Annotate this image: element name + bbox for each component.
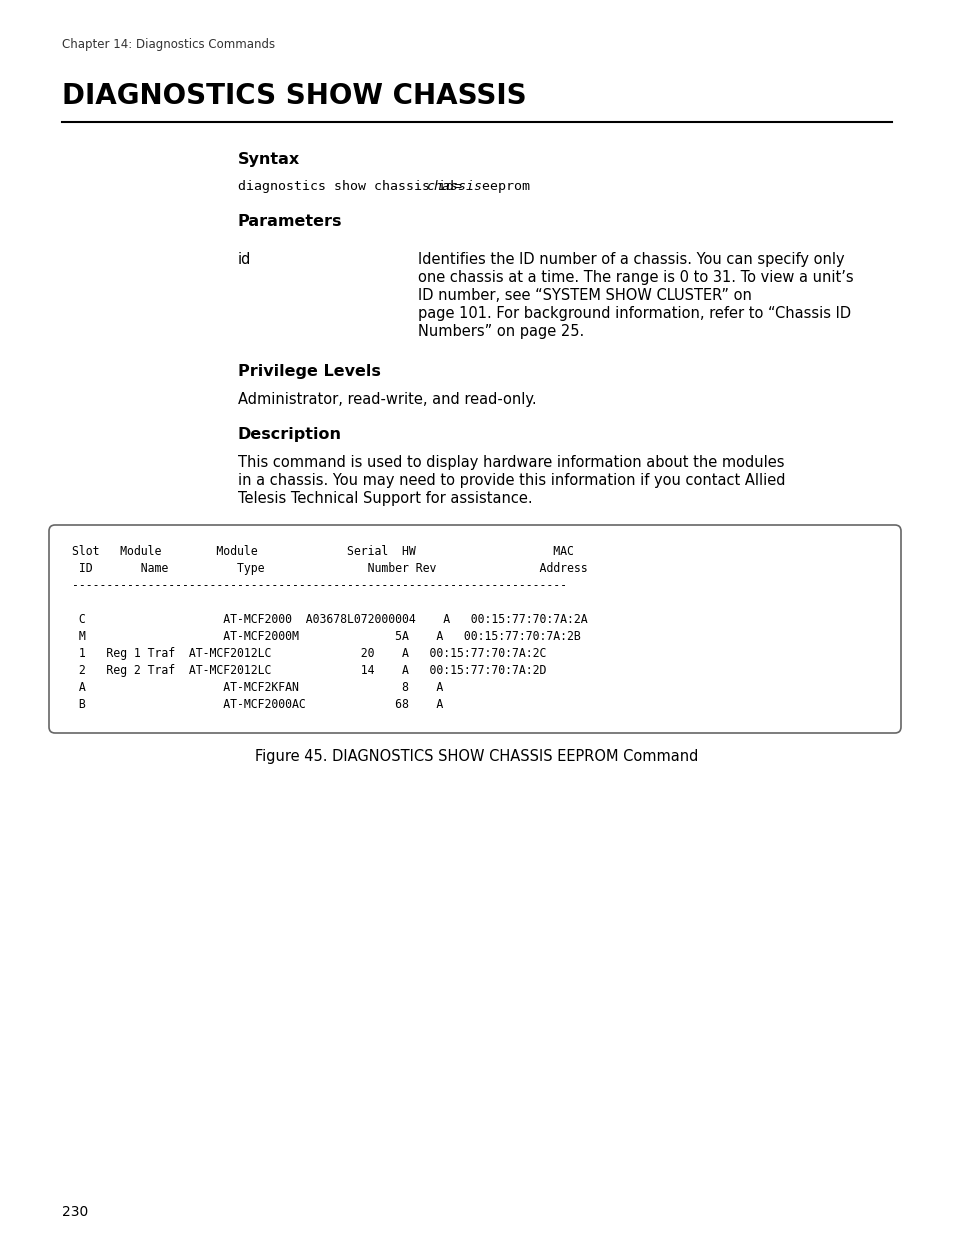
Text: Parameters: Parameters [237,214,342,228]
Text: Telesis Technical Support for assistance.: Telesis Technical Support for assistance… [237,492,532,506]
Text: Numbers” on page 25.: Numbers” on page 25. [417,324,583,338]
Text: ------------------------------------------------------------------------: ----------------------------------------… [71,579,566,592]
Text: chassis: chassis [427,180,482,193]
Text: Figure 45. DIAGNOSTICS SHOW CHASSIS EEPROM Command: Figure 45. DIAGNOSTICS SHOW CHASSIS EEPR… [255,748,698,764]
Text: Slot   Module        Module             Serial  HW                    MAC: Slot Module Module Serial HW MAC [71,545,574,558]
Text: one chassis at a time. The range is 0 to 31. To view a unit’s: one chassis at a time. The range is 0 to… [417,270,853,285]
Text: id: id [237,252,251,267]
Text: 2   Reg 2 Traf  AT-MCF2012LC             14    A   00:15:77:70:7A:2D: 2 Reg 2 Traf AT-MCF2012LC 14 A 00:15:77:… [71,664,546,677]
Text: diagnostics show chassis id=: diagnostics show chassis id= [237,180,461,193]
Text: Chapter 14: Diagnostics Commands: Chapter 14: Diagnostics Commands [62,38,274,51]
Text: Identifies the ID number of a chassis. You can specify only: Identifies the ID number of a chassis. Y… [417,252,843,267]
Text: 1   Reg 1 Traf  AT-MCF2012LC             20    A   00:15:77:70:7A:2C: 1 Reg 1 Traf AT-MCF2012LC 20 A 00:15:77:… [71,647,546,659]
Text: page 101. For background information, refer to “Chassis ID: page 101. For background information, re… [417,306,850,321]
Text: B                    AT-MCF2000AC             68    A: B AT-MCF2000AC 68 A [71,698,443,711]
Text: C                    AT-MCF2000  A03678L072000004    A   00:15:77:70:7A:2A: C AT-MCF2000 A03678L072000004 A 00:15:77… [71,613,587,626]
Text: M                    AT-MCF2000M              5A    A   00:15:77:70:7A:2B: M AT-MCF2000M 5A A 00:15:77:70:7A:2B [71,630,580,643]
Text: A                    AT-MCF2KFAN               8    A: A AT-MCF2KFAN 8 A [71,680,443,694]
Text: ID       Name          Type               Number Rev               Address: ID Name Type Number Rev Address [71,562,587,576]
Text: Privilege Levels: Privilege Levels [237,364,380,379]
Text: Description: Description [237,427,341,442]
Text: Administrator, read-write, and read-only.: Administrator, read-write, and read-only… [237,391,536,408]
Text: Syntax: Syntax [237,152,300,167]
Text: DIAGNOSTICS SHOW CHASSIS: DIAGNOSTICS SHOW CHASSIS [62,82,526,110]
Text: in a chassis. You may need to provide this information if you contact Allied: in a chassis. You may need to provide th… [237,473,784,488]
Text: 230: 230 [62,1205,89,1219]
Text: eeprom: eeprom [474,180,530,193]
FancyBboxPatch shape [49,525,900,734]
Text: ID number, see “SYSTEM SHOW CLUSTER” on: ID number, see “SYSTEM SHOW CLUSTER” on [417,288,751,303]
Text: This command is used to display hardware information about the modules: This command is used to display hardware… [237,454,783,471]
